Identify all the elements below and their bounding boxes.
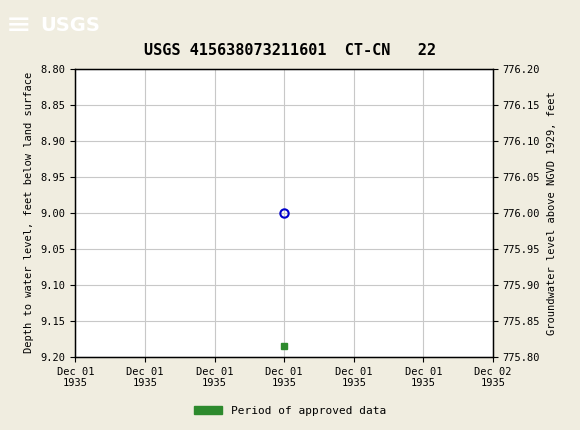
Text: USGS: USGS — [41, 16, 100, 35]
Text: ≡: ≡ — [6, 11, 31, 40]
Text: USGS 415638073211601  CT-CN   22: USGS 415638073211601 CT-CN 22 — [144, 43, 436, 58]
Y-axis label: Depth to water level, feet below land surface: Depth to water level, feet below land su… — [24, 72, 34, 353]
Legend: Period of approved data: Period of approved data — [190, 401, 390, 420]
Y-axis label: Groundwater level above NGVD 1929, feet: Groundwater level above NGVD 1929, feet — [547, 91, 557, 335]
